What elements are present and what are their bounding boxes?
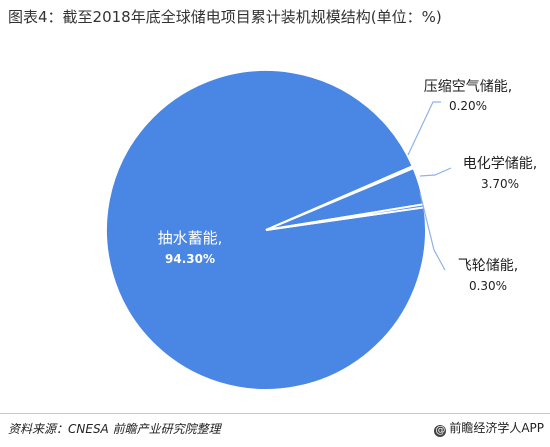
- chart-title: 图表4：截至2018年底全球储电项目累计装机规模结构(单位：%): [8, 8, 442, 26]
- source-note: 资料来源：CNESA 前瞻产业研究院整理: [8, 422, 221, 436]
- slice-label-name-2: 电化学储能,: [463, 156, 537, 172]
- slice-label-name-0: 抽水蓄能,: [158, 229, 223, 247]
- brand-mark: @ 前瞻经济学人APP: [434, 419, 544, 437]
- pie-slice-3: [265, 203, 426, 231]
- slice-label-value-1: 0.20%: [449, 99, 487, 113]
- slice-label-name-1: 压缩空气储能,: [424, 79, 512, 95]
- slice-label-value-3: 0.30%: [469, 279, 507, 293]
- slice-label-name-3: 飞轮储能,: [458, 258, 518, 274]
- leader-line-3: [419, 192, 446, 271]
- footer-divider: [0, 413, 550, 414]
- leader-line-2: [419, 167, 452, 177]
- slice-label-value-0: 94.30%: [165, 252, 215, 266]
- brand-name: 前瞻经济学人APP: [449, 421, 544, 435]
- at-icon: @: [434, 425, 447, 437]
- leader-line-1: [407, 101, 441, 156]
- slice-label-value-2: 3.70%: [481, 177, 519, 191]
